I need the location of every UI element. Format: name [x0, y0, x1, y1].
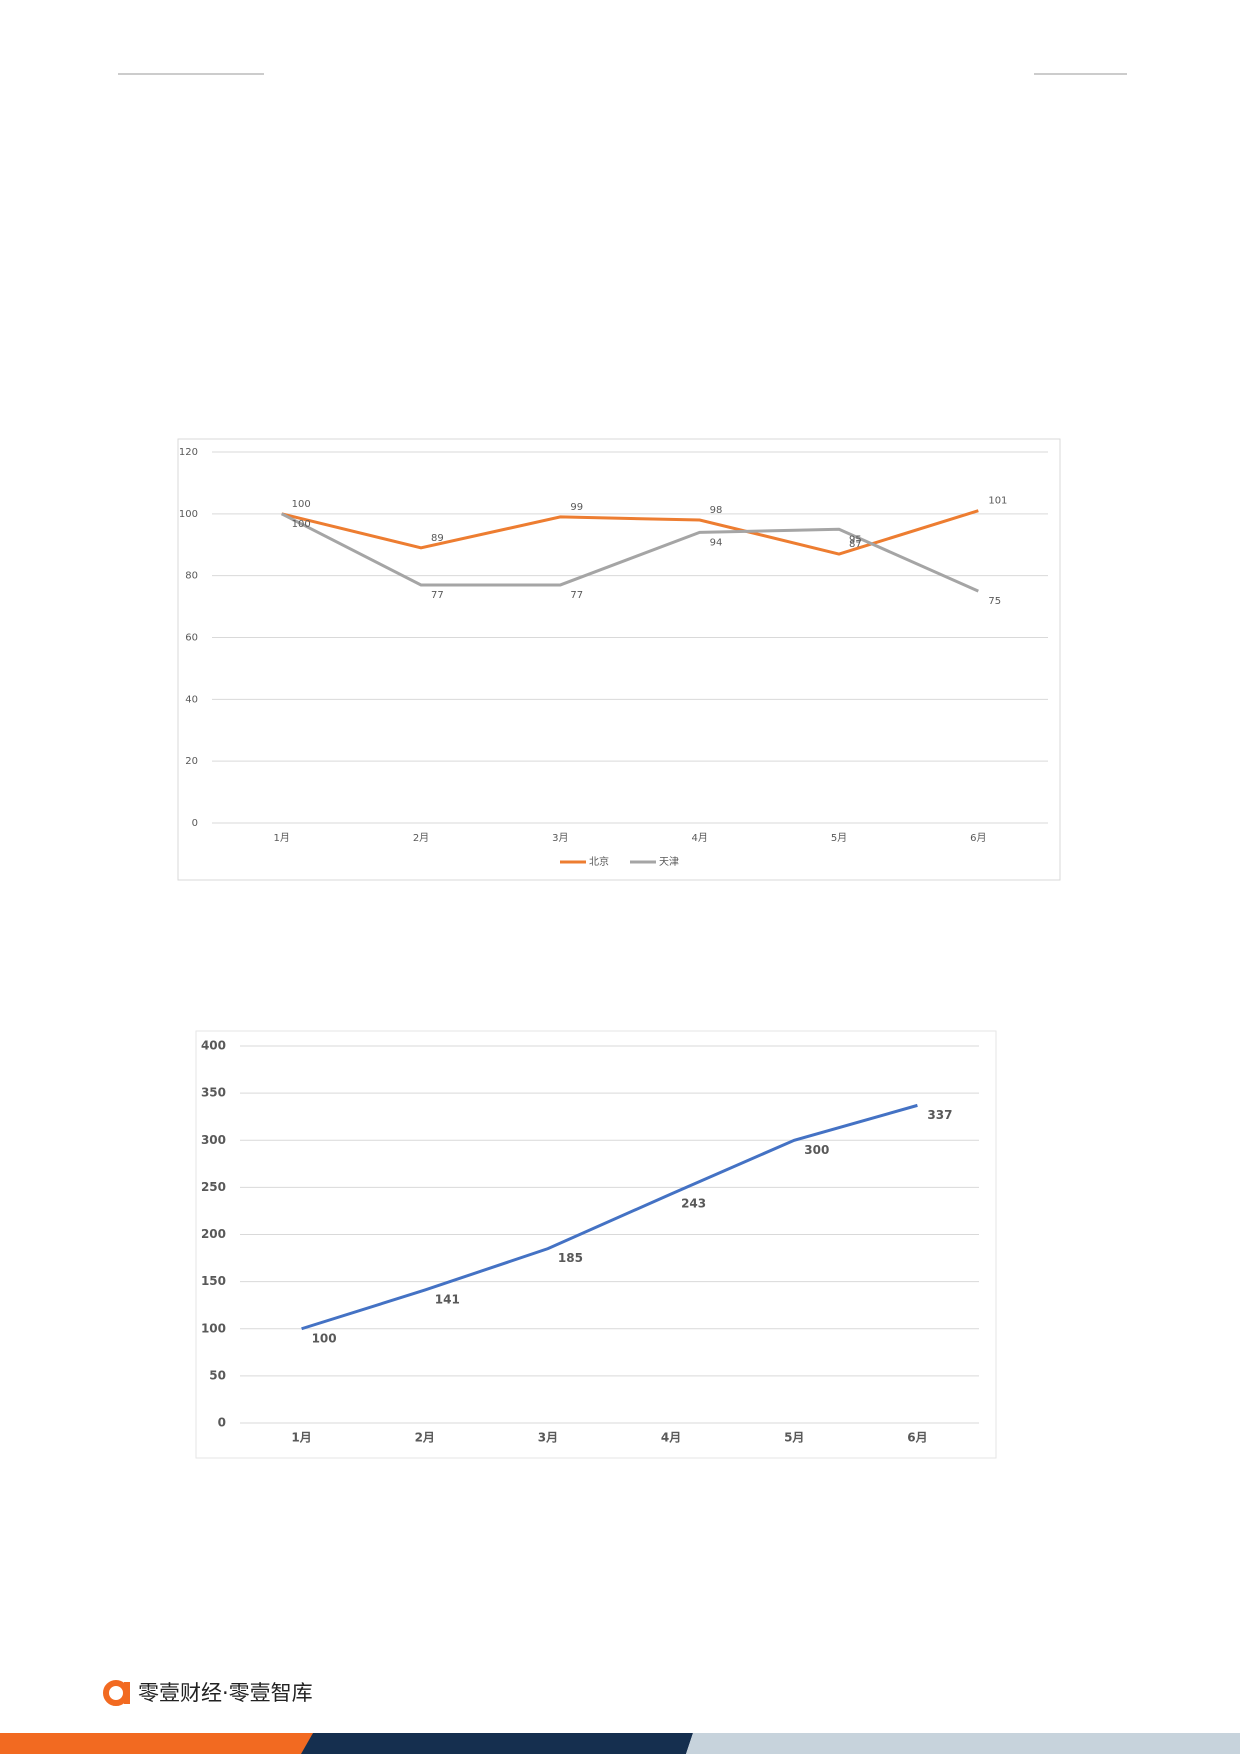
legend-label: 北京 — [589, 855, 609, 868]
legend-label: 天津 — [659, 856, 679, 868]
data-line — [280, 512, 979, 593]
y-tick-label: 200 — [201, 1227, 226, 1241]
y-tick-label: 150 — [201, 1274, 226, 1288]
y-tick-label: 300 — [201, 1133, 226, 1147]
data-label: 77 — [431, 590, 444, 601]
x-tick-label: 5月 — [831, 832, 847, 844]
data-label: 101 — [988, 496, 1007, 507]
data-label: 75 — [988, 596, 1001, 607]
data-label: 300 — [804, 1143, 829, 1157]
footer-band — [686, 1733, 1240, 1754]
x-tick-label: 2月 — [415, 1431, 435, 1445]
data-label: 95 — [849, 534, 862, 545]
data-label: 100 — [292, 499, 311, 510]
logo — [103, 1680, 130, 1706]
y-tick-label: 0 — [192, 818, 198, 829]
data-label: 94 — [710, 537, 723, 548]
x-tick-label: 4月 — [661, 1431, 681, 1445]
footer-brand: 零壹财经·零壹智库 — [138, 1681, 313, 1705]
data-label: 243 — [681, 1196, 706, 1210]
x-tick-label: 1月 — [273, 832, 289, 844]
x-tick-label: 3月 — [552, 832, 568, 844]
footer-band — [0, 1733, 313, 1754]
y-tick-label: 120 — [179, 447, 198, 458]
x-tick-label: 2月 — [413, 832, 429, 844]
data-line — [301, 1103, 918, 1331]
x-tick-label: 4月 — [691, 832, 707, 844]
y-tick-label: 50 — [209, 1368, 226, 1382]
y-tick-label: 100 — [179, 509, 198, 520]
y-tick-label: 60 — [185, 633, 198, 644]
chart-frame — [177, 438, 1061, 881]
y-tick-label: 40 — [185, 694, 198, 705]
data-label: 185 — [558, 1251, 583, 1265]
x-tick-label: 5月 — [784, 1431, 804, 1445]
y-tick-label: 20 — [185, 756, 198, 767]
data-label: 141 — [435, 1293, 460, 1307]
data-label: 87 — [849, 539, 862, 550]
data-label: 99 — [570, 502, 583, 513]
y-tick-label: 0 — [218, 1416, 226, 1430]
y-tick-label: 350 — [201, 1086, 226, 1100]
data-label: 100 — [292, 519, 311, 530]
x-tick-label: 3月 — [538, 1431, 558, 1445]
y-tick-label: 400 — [201, 1039, 226, 1053]
y-tick-label: 250 — [201, 1180, 226, 1194]
data-label: 337 — [927, 1108, 952, 1122]
x-tick-label: 6月 — [907, 1431, 927, 1445]
footer-band — [301, 1733, 693, 1754]
data-line — [281, 509, 979, 556]
y-tick-label: 100 — [201, 1321, 226, 1335]
x-tick-label: 6月 — [970, 832, 986, 844]
data-label: 100 — [312, 1331, 337, 1345]
x-tick-label: 1月 — [291, 1431, 311, 1445]
y-tick-label: 80 — [185, 571, 198, 582]
data-label: 98 — [710, 505, 723, 516]
chart-frame — [195, 1030, 997, 1459]
data-label: 77 — [570, 590, 583, 601]
data-label: 89 — [431, 533, 444, 544]
